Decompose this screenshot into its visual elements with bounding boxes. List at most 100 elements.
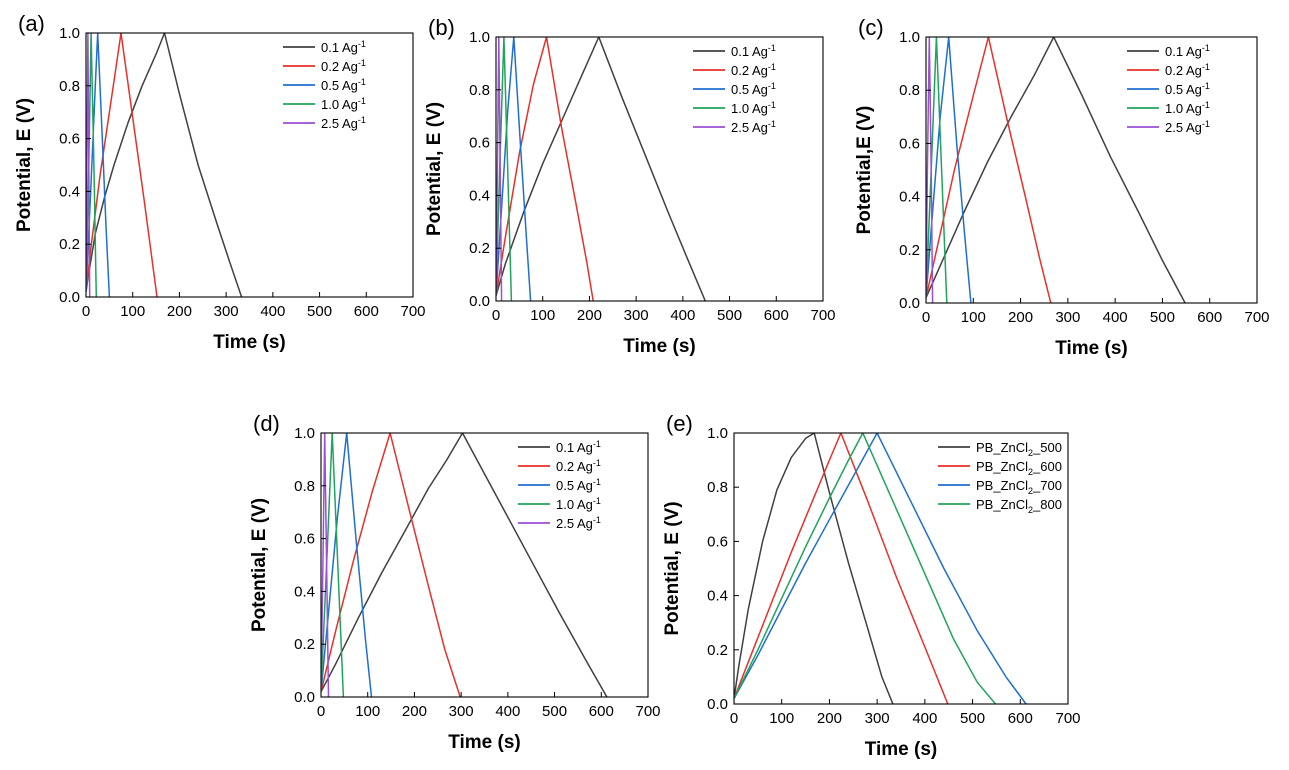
x-tick-label: 300 (624, 307, 649, 324)
x-axis-label: Time (s) (213, 332, 286, 353)
series-line-1 (734, 433, 949, 704)
series-line-0 (86, 33, 243, 297)
legend-entry: 2.5 Ag-1 (321, 115, 366, 131)
series-line-0 (926, 37, 1186, 303)
legend-entry: 1.0 Ag-1 (321, 96, 366, 112)
y-axis-label: Potential,E (V) (854, 106, 875, 235)
series-line-3 (86, 33, 98, 297)
y-tick-label: 1.0 (469, 29, 490, 46)
series-line-0 (734, 433, 894, 704)
y-tick-label: 0.2 (59, 236, 80, 253)
legend-entry: PB_ZnCl2_500 (976, 440, 1062, 458)
legend-entry: 0.2 Ag-1 (556, 458, 601, 474)
x-tick-label: 0 (922, 309, 930, 326)
series-line-1 (496, 37, 594, 301)
series-line-2 (734, 433, 1027, 704)
legend-entry: 0.2 Ag-1 (1165, 62, 1210, 78)
x-tick-label: 300 (1055, 309, 1080, 326)
series-line-4 (496, 37, 503, 301)
x-axis-label: Time (s) (448, 732, 521, 753)
series-line-3 (496, 37, 513, 301)
legend-entry: 1.0 Ag-1 (1165, 100, 1210, 116)
panel-label: (e) (666, 411, 693, 436)
x-tick-label: 500 (717, 307, 742, 324)
chart-panel-3: 0 100 200 300 400 500 600 700 0.0 0.2 0.4 0.6 0.8 1.0… (249, 411, 661, 753)
y-tick-label: 0.0 (294, 689, 315, 706)
x-tick-label: 400 (495, 703, 520, 720)
x-tick-label: 100 (120, 303, 145, 320)
series-line-4 (86, 33, 91, 297)
x-tick-label: 700 (1244, 309, 1269, 326)
plot-frame (733, 432, 1069, 705)
y-tick-label: 1.0 (294, 425, 315, 442)
x-tick-label: 100 (530, 307, 555, 324)
y-tick-label: 0.4 (899, 189, 920, 206)
legend-entry: PB_ZnCl2_800 (976, 497, 1062, 515)
x-tick-label: 0 (492, 307, 500, 324)
x-tick-label: 200 (817, 710, 842, 727)
legend-entry: 1.0 Ag-1 (731, 100, 776, 116)
legend-entry: 2.5 Ag-1 (1165, 119, 1210, 135)
plot-frame (320, 432, 649, 698)
legend-entry: 0.5 Ag-1 (556, 477, 601, 493)
y-tick-label: 0.4 (294, 583, 315, 600)
series-line-4 (926, 37, 934, 303)
legend-entry: 0.5 Ag-1 (321, 77, 366, 93)
legend-entry: 0.1 Ag-1 (1165, 43, 1210, 59)
y-tick-label: 0.0 (707, 696, 728, 713)
x-tick-label: 700 (635, 703, 660, 720)
legend-entry: 0.5 Ag-1 (731, 81, 776, 97)
chart-panel-0: 0 100 200 300 400 500 600 700 0.0 0.2 0.4 0.6 0.8 1.0… (14, 11, 426, 353)
panel-label: (a) (18, 11, 45, 36)
y-tick-label: 0.2 (899, 242, 920, 259)
legend-entry: 2.5 Ag-1 (556, 515, 601, 531)
x-tick-label: 500 (960, 710, 985, 727)
y-tick-label: 1.0 (899, 29, 920, 46)
x-tick-label: 300 (214, 303, 239, 320)
plot-frame (495, 36, 824, 302)
x-tick-label: 100 (769, 710, 794, 727)
plot-frame (85, 32, 414, 298)
chart-panel-4: 0 100 200 300 400 500 600 700 0.0 0.2 0.4 0.6 0.8 1.0… (662, 411, 1081, 760)
y-tick-label: 0.8 (707, 479, 728, 496)
y-tick-label: 0.8 (294, 478, 315, 495)
series-line-4 (321, 433, 330, 697)
legend-entry: 0.1 Ag-1 (321, 39, 366, 55)
y-axis-label: Potential, E (V) (14, 98, 35, 232)
y-tick-label: 0.2 (707, 642, 728, 659)
x-tick-label: 600 (354, 303, 379, 320)
x-tick-label: 700 (400, 303, 425, 320)
x-tick-label: 600 (1197, 309, 1222, 326)
y-tick-label: 0.2 (469, 240, 490, 257)
y-tick-label: 0.4 (59, 183, 80, 200)
y-axis-label: Potential, E (V) (249, 498, 270, 632)
x-axis-label: Time (s) (1055, 338, 1128, 359)
x-tick-label: 300 (865, 710, 890, 727)
legend-entry: 1.0 Ag-1 (556, 496, 601, 512)
x-tick-label: 400 (912, 710, 937, 727)
series-line-3 (926, 37, 948, 303)
x-tick-label: 400 (260, 303, 285, 320)
x-tick-label: 600 (589, 703, 614, 720)
x-tick-label: 0 (730, 710, 738, 727)
y-tick-label: 0.6 (707, 533, 728, 550)
x-tick-label: 200 (1008, 309, 1033, 326)
y-tick-label: 0.4 (469, 187, 490, 204)
panel-label: (c) (858, 15, 884, 40)
x-tick-label: 700 (1055, 710, 1080, 727)
legend-entry: 0.1 Ag-1 (556, 439, 601, 455)
series-line-0 (496, 37, 706, 301)
y-tick-label: 0.8 (469, 82, 490, 99)
y-tick-label: 0.0 (469, 293, 490, 310)
x-tick-label: 600 (1008, 710, 1033, 727)
x-axis-label: Time (s) (865, 739, 938, 760)
y-axis-label: Potential, E (V) (424, 102, 445, 236)
x-tick-label: 200 (167, 303, 192, 320)
legend-entry: 0.1 Ag-1 (731, 43, 776, 59)
x-tick-label: 500 (1150, 309, 1175, 326)
y-tick-label: 0.2 (294, 636, 315, 653)
series-line-3 (321, 433, 345, 697)
legend-entry: 2.5 Ag-1 (731, 119, 776, 135)
y-tick-label: 0.8 (899, 82, 920, 99)
